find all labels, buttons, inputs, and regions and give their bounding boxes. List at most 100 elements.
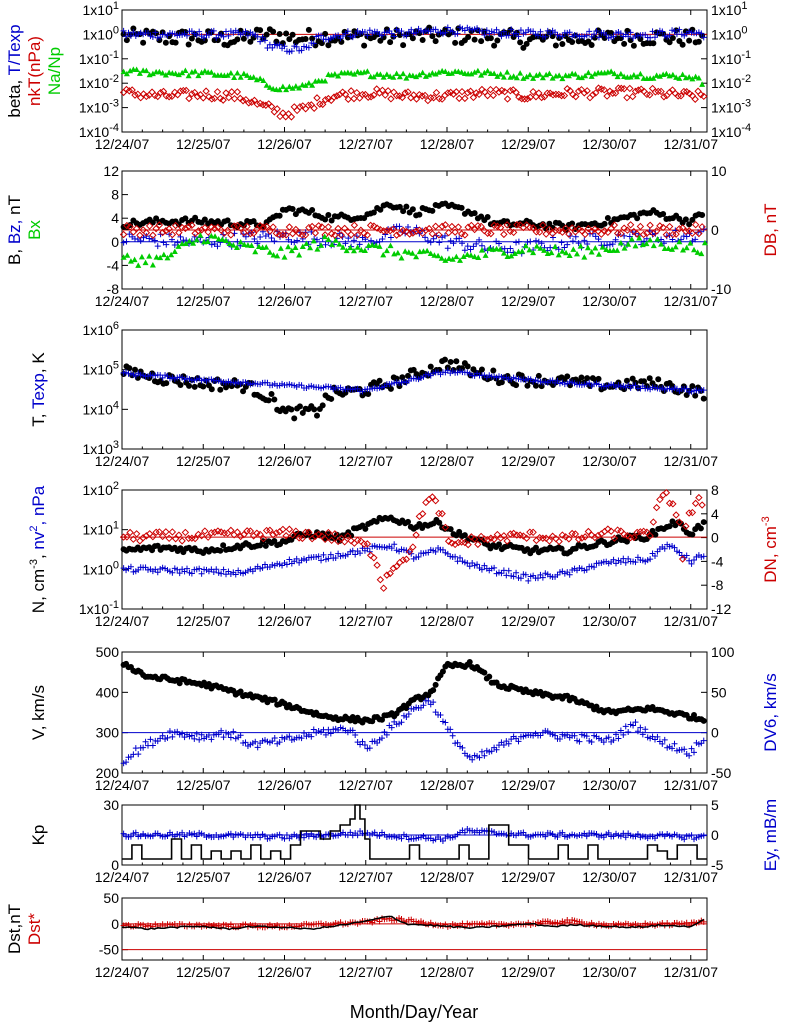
data-point (633, 528, 641, 537)
data-point (584, 240, 591, 247)
data-point (656, 222, 664, 230)
data-point (408, 26, 415, 33)
right-tick-label: 100 (711, 644, 735, 660)
data-point (169, 733, 176, 740)
data-point (487, 35, 494, 42)
data-point (662, 489, 671, 497)
data-point (657, 87, 665, 96)
y-tick-label: 0 (111, 234, 119, 250)
data-point (352, 32, 359, 39)
data-point (589, 91, 597, 99)
data-point (496, 223, 505, 232)
data-point (438, 222, 446, 231)
data-point (338, 38, 345, 45)
y-tick-label: 1x103 (83, 439, 119, 457)
data-point (559, 829, 566, 836)
data-point (399, 556, 407, 564)
x-tick-label: 12/25/07 (176, 613, 231, 629)
kp-line (122, 804, 707, 860)
data-point (575, 240, 582, 247)
data-point (627, 29, 634, 36)
data-point (145, 30, 151, 37)
y-tick-label: 1x100 (83, 24, 119, 42)
data-point (698, 501, 706, 509)
data-point (689, 383, 696, 390)
data-point (396, 383, 403, 390)
data-point (665, 88, 674, 97)
data-point (461, 231, 469, 239)
data-point (429, 207, 436, 214)
data-point (427, 239, 434, 246)
data-point (119, 230, 128, 239)
data-point (188, 90, 196, 98)
data-point (298, 231, 307, 239)
data-point (451, 540, 459, 549)
right-tick-label: -50 (711, 765, 731, 781)
x-tick-label: 12/25/07 (176, 293, 231, 309)
data-point (470, 225, 479, 234)
data-point (677, 92, 685, 100)
data-point (613, 526, 622, 534)
x-tick-label: 12/24/07 (95, 136, 150, 152)
data-point (370, 91, 378, 99)
data-point (175, 71, 182, 78)
data-point (549, 75, 556, 81)
data-point (201, 216, 208, 223)
data-point (344, 95, 352, 103)
data-point (227, 830, 234, 837)
data-point (454, 30, 461, 37)
data-point (552, 42, 559, 49)
data-point (689, 531, 696, 538)
data-point (610, 221, 619, 229)
y-tick-label: 12 (103, 163, 119, 179)
data-point (291, 415, 298, 422)
data-point (168, 92, 176, 100)
data-point (285, 223, 294, 231)
data-point (494, 37, 501, 44)
left-axis-label: T, Texp, K (29, 352, 48, 427)
x-tick-label: 12/24/07 (95, 613, 150, 629)
data-point (151, 91, 159, 100)
data-point (156, 68, 163, 75)
data-point (682, 216, 689, 223)
data-point (500, 230, 508, 239)
data-point (288, 48, 295, 55)
data-point (483, 91, 492, 100)
data-point (198, 570, 205, 577)
x-tick-label: 12/30/07 (582, 453, 637, 469)
data-point (175, 228, 183, 237)
data-point (484, 214, 491, 221)
data-point (149, 742, 156, 749)
data-point (683, 392, 690, 399)
data-point (620, 731, 627, 738)
data-point (488, 748, 495, 755)
data-point (625, 33, 632, 40)
data-point (486, 85, 495, 94)
data-point (271, 537, 278, 544)
data-point (636, 235, 643, 241)
data-point (621, 245, 628, 251)
data-point (232, 571, 239, 578)
data-point (409, 91, 418, 99)
data-point (437, 711, 444, 718)
data-point (329, 241, 336, 247)
data-point (571, 530, 580, 538)
data-point (435, 94, 443, 103)
data-point (376, 243, 383, 249)
data-point (513, 382, 520, 389)
data-point (473, 240, 480, 247)
data-point (519, 248, 526, 254)
data-point (666, 39, 673, 46)
data-point (637, 35, 644, 42)
data-point (541, 247, 548, 253)
data-point (523, 95, 532, 103)
data-point (174, 239, 181, 246)
data-point (622, 723, 629, 730)
data-point (283, 561, 290, 568)
y-tick-label: 0 (111, 857, 119, 873)
data-point (478, 38, 485, 45)
data-point (227, 70, 234, 76)
data-point (288, 247, 295, 254)
data-point (350, 237, 357, 244)
